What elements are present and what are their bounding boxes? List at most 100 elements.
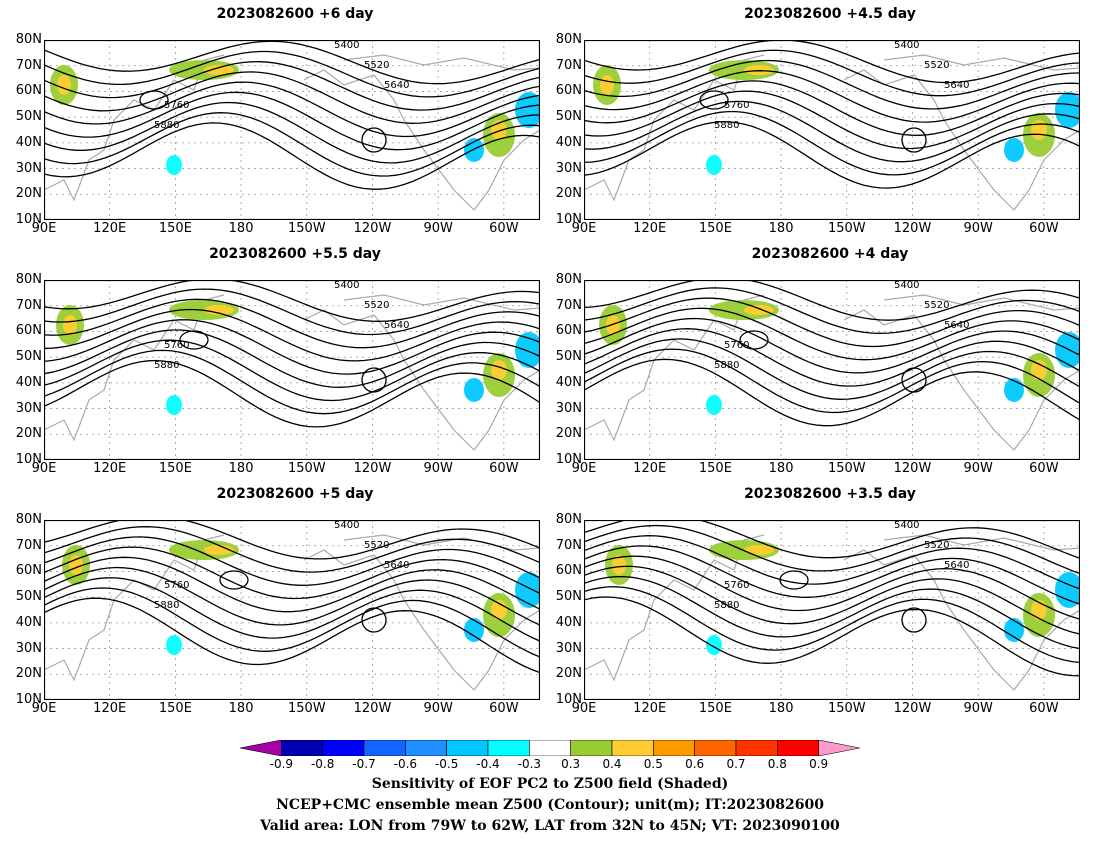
map-plot-4: 5400 5520 5640 5760 5880: [584, 280, 1080, 460]
contour-closed: [361, 607, 387, 633]
contour-line: [44, 122, 540, 190]
lon-label: 150W: [827, 701, 866, 716]
panel-title-1: 2023082600 +6 day: [216, 6, 374, 22]
coastline: [44, 54, 540, 211]
sensitivity-shading: [1004, 378, 1024, 402]
lon-label: 180: [768, 701, 794, 716]
contour-label: 5520: [364, 540, 389, 551]
caption-line-3: Valid area: LON from 79W to 62W, LAT fro…: [260, 818, 840, 834]
colorbar-tick-label: 0.4: [602, 757, 622, 771]
sensitivity-shading: [515, 572, 540, 608]
sensitivity-shading: [57, 75, 71, 95]
lon-label: 90E: [31, 701, 57, 716]
sensitivity-shading: [166, 395, 182, 415]
lat-label: 80N: [555, 272, 582, 287]
lat-label: 60N: [15, 83, 42, 99]
lon-label: 150E: [158, 701, 192, 716]
lat-label: 30N: [15, 400, 42, 416]
lat-label: 10N: [15, 692, 42, 707]
lat-label: 70N: [555, 57, 582, 73]
sensitivity-shading: [606, 315, 620, 335]
lon-label: 150E: [158, 221, 192, 236]
map-frame: [44, 280, 540, 460]
map-panel-2: 5400 5520 5640 5760 5880: [584, 40, 1080, 220]
sensitivity-shading: [744, 65, 774, 75]
lat-label: 70N: [15, 537, 42, 553]
colorbar-bin: [281, 739, 323, 757]
sensitivity-shading: [204, 545, 234, 555]
contour-line: [44, 91, 540, 151]
lon-label: 150W: [287, 701, 326, 716]
map-plot-6: 5400 5520 5640 5760 5880: [584, 520, 1080, 700]
map-panel-5: 5400 5520 5640 5760 5880: [44, 520, 540, 700]
lat-label: 60N: [15, 323, 42, 339]
lon-label: 90E: [31, 461, 57, 476]
contour-label: 5400: [334, 280, 359, 291]
contour-label: 5760: [164, 580, 189, 591]
z500-contours: [584, 280, 1080, 427]
contour-line: [44, 349, 540, 415]
lon-label: 150E: [698, 701, 732, 716]
contour-line: [584, 287, 1080, 334]
lon-label: 120W: [893, 701, 932, 716]
contour-closed: [361, 127, 387, 153]
lat-label: 80N: [15, 512, 42, 527]
contour-line: [584, 348, 1080, 414]
lat-label: 30N: [555, 400, 582, 416]
lat-label: 10N: [555, 692, 582, 707]
colorbar-bin: [322, 739, 365, 757]
lat-label: 50N: [555, 589, 582, 605]
contour-line: [44, 597, 540, 674]
lat-label: 50N: [15, 589, 42, 605]
contour-line: [44, 308, 540, 362]
contour-line: [44, 280, 540, 322]
contour-line: [44, 577, 540, 642]
map-frame: [584, 280, 1080, 460]
z500-contours: [584, 520, 1080, 677]
lat-label: 30N: [15, 160, 42, 176]
contour-label: 5520: [364, 300, 389, 311]
contour-closed: [179, 330, 209, 350]
contour-line: [584, 586, 1080, 664]
lat-label: 10N: [15, 212, 42, 227]
map-frame: [584, 40, 1080, 220]
map-panel-4: 5400 5520 5640 5760 5880: [584, 280, 1080, 460]
sensitivity-shading: [706, 395, 722, 415]
sensitivity-shading: [744, 305, 774, 315]
lon-label: 180: [768, 221, 794, 236]
lat-label: 40N: [15, 134, 42, 150]
lat-label: 30N: [15, 640, 42, 656]
lon-label: 120E: [633, 221, 667, 236]
colorbar-tick-label: 0.5: [643, 757, 663, 771]
colorbar-tick-label: 0.3: [561, 757, 581, 771]
contour-label: 5880: [714, 600, 739, 611]
sensitivity-shading: [706, 155, 722, 175]
lon-label: 150W: [827, 221, 866, 236]
contour-label: 5520: [924, 300, 949, 311]
colorbar-tick-label: -0.8: [310, 757, 335, 771]
contour-label: 5760: [724, 100, 749, 111]
contour-line: [584, 575, 1080, 650]
sensitivity-shading: [515, 92, 540, 128]
coastline: [584, 294, 1080, 451]
lat-label: 20N: [15, 666, 42, 682]
contour-line: [584, 545, 1080, 605]
sensitivity-shading: [69, 555, 83, 575]
contour-line: [44, 101, 540, 164]
sensitivity-shading: [515, 332, 540, 368]
colorbar-bin: [363, 739, 406, 757]
contour-line: [44, 339, 540, 402]
lat-label: 80N: [555, 512, 582, 527]
contour-line: [584, 520, 1080, 560]
sensitivity-shading: [744, 545, 774, 555]
lon-label: 120W: [893, 221, 932, 236]
contour-line: [44, 526, 540, 573]
contour-label: 5760: [164, 340, 189, 351]
colorbar-tick-label: -0.3: [517, 757, 542, 771]
contour-label: 5400: [894, 520, 919, 531]
sensitivity-shading: [63, 315, 77, 335]
contour-closed: [901, 607, 927, 633]
contour-label: 5880: [154, 600, 179, 611]
lon-label: 120E: [633, 701, 667, 716]
lon-label: 90W: [963, 701, 993, 716]
